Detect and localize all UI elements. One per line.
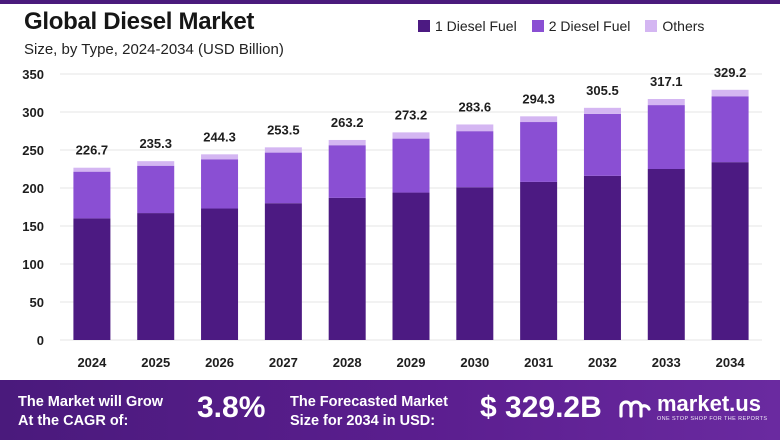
legend-item-diesel-fuel-1: 1 Diesel Fuel — [418, 18, 517, 34]
bar-segment-1-diesel-fuel — [583, 175, 621, 340]
legend-swatch-diesel-fuel-1 — [418, 20, 430, 32]
market-us-logo-text: market.us — [657, 391, 761, 416]
bar-segment-others — [520, 116, 558, 123]
y-tick-label: 150 — [22, 219, 44, 234]
x-tick-label: 2024 — [77, 355, 107, 370]
legend-item-diesel-fuel-2: 2 Diesel Fuel — [531, 18, 631, 34]
x-tick-label: 2030 — [460, 355, 489, 370]
legend-label-others: Others — [662, 18, 705, 34]
bar-chart: 0 50 100 150 200 250 300 350 226.7 2024 235.3 2025 2… — [22, 65, 762, 370]
cagr-label: The Market will Grow At the CAGR of: — [18, 393, 163, 431]
legend-swatch-diesel-fuel-2 — [531, 20, 544, 32]
y-tick-label: 350 — [22, 67, 44, 82]
bar-segment-2-diesel-fuel — [264, 152, 302, 204]
bar-total-label: 253.5 — [267, 122, 300, 137]
bar-segment-others — [73, 167, 111, 172]
market-us-logo-icon — [619, 399, 651, 418]
bar-segment-others — [456, 124, 494, 132]
bar-total-label: 305.5 — [586, 83, 619, 98]
chart-title: Global Diesel Market — [24, 8, 255, 35]
legend-label-diesel-fuel-2: 2 Diesel Fuel — [548, 18, 631, 34]
bar-segment-others — [328, 139, 366, 146]
bar-segment-2-diesel-fuel — [73, 171, 111, 219]
bar-segment-1-diesel-fuel — [73, 218, 111, 340]
top-accent-bar — [0, 0, 780, 4]
bar-segment-others — [201, 154, 239, 160]
forecast-label-line-2: Size for 2034 in USD: — [290, 413, 436, 429]
bar-segment-1-diesel-fuel — [456, 187, 494, 340]
footer-banner: The Market will Grow At the CAGR of: 3.8… — [0, 380, 780, 440]
legend-item-others: Others — [645, 18, 704, 34]
bar-total-label: 273.2 — [395, 107, 428, 122]
bar-segment-1-diesel-fuel — [201, 208, 239, 340]
bar-total-label: 263.2 — [331, 115, 364, 130]
bar-segment-1-diesel-fuel — [264, 203, 302, 340]
bar-segment-2-diesel-fuel — [711, 96, 749, 163]
x-tick-label: 2027 — [269, 355, 298, 370]
bar-segment-2-diesel-fuel — [328, 145, 366, 198]
bar-segment-1-diesel-fuel — [328, 197, 366, 340]
bar-segment-2-diesel-fuel — [520, 122, 558, 182]
bar-segment-others — [711, 89, 749, 97]
bar-total-label: 317.1 — [650, 74, 683, 89]
y-tick-label: 200 — [22, 181, 44, 196]
bar-segment-1-diesel-fuel — [137, 213, 175, 340]
bar-segment-2-diesel-fuel — [201, 159, 239, 209]
bar-segment-others — [647, 99, 685, 106]
bar-total-label: 294.3 — [522, 91, 555, 106]
bar-total-label: 329.2 — [714, 65, 747, 80]
forecast-value: $ 329.2B — [480, 391, 602, 424]
cagr-label-line-2: At the CAGR of: — [18, 413, 129, 429]
x-tick-label: 2029 — [397, 355, 426, 370]
y-tick-label: 250 — [22, 143, 44, 158]
x-tick-label: 2028 — [333, 355, 362, 370]
bar-segment-others — [583, 107, 621, 114]
cagr-label-line-1: The Market will Grow — [18, 394, 164, 410]
legend-label-diesel-fuel-1: 1 Diesel Fuel — [435, 18, 517, 34]
y-tick-label: 300 — [22, 105, 44, 120]
y-tick-label: 0 — [37, 333, 44, 348]
x-tick-label: 2032 — [588, 355, 617, 370]
x-tick-label: 2033 — [652, 355, 681, 370]
market-us-logo[interactable]: market.us ONE STOP SHOP FOR THE REPORTS — [618, 393, 767, 422]
forecast-label-line-1: The Forecasted Market — [290, 394, 448, 410]
market-us-logo-tagline: ONE STOP SHOP FOR THE REPORTS — [657, 416, 768, 422]
bar-total-label: 235.3 — [139, 136, 172, 151]
bar-segment-others — [264, 147, 302, 153]
x-tick-label: 2025 — [141, 355, 170, 370]
forecast-label: The Forecasted Market Size for 2034 in U… — [290, 393, 448, 431]
bar-segment-2-diesel-fuel — [392, 138, 430, 193]
x-tick-label: 2034 — [716, 355, 746, 370]
bar-segment-2-diesel-fuel — [647, 105, 685, 169]
bar-total-label: 226.7 — [76, 143, 109, 158]
bar-segment-others — [392, 132, 430, 139]
chart-subtitle: Size, by Type, 2024-2034 (USD Billion) — [24, 41, 284, 58]
cagr-value: 3.8% — [197, 391, 266, 424]
bar-segment-2-diesel-fuel — [137, 165, 175, 214]
market-us-logo-text-group: market.us ONE STOP SHOP FOR THE REPORTS — [657, 391, 768, 423]
bar-segment-1-diesel-fuel — [711, 162, 749, 340]
x-tick-label: 2026 — [205, 355, 234, 370]
bar-segment-2-diesel-fuel — [456, 131, 494, 188]
bar-segment-2-diesel-fuel — [583, 113, 621, 176]
bar-total-label: 244.3 — [203, 129, 236, 144]
x-tick-label: 2031 — [524, 355, 553, 370]
bar-total-label: 283.6 — [459, 99, 492, 114]
y-tick-label: 100 — [22, 257, 44, 272]
bar-segment-1-diesel-fuel — [392, 192, 430, 340]
legend: 1 Diesel Fuel 2 Diesel Fuel Others — [418, 18, 719, 34]
bar-segment-1-diesel-fuel — [520, 181, 558, 340]
bar-segment-others — [137, 161, 175, 166]
y-tick-label: 50 — [30, 295, 44, 310]
legend-swatch-others — [645, 20, 658, 32]
bar-segment-1-diesel-fuel — [647, 169, 685, 340]
